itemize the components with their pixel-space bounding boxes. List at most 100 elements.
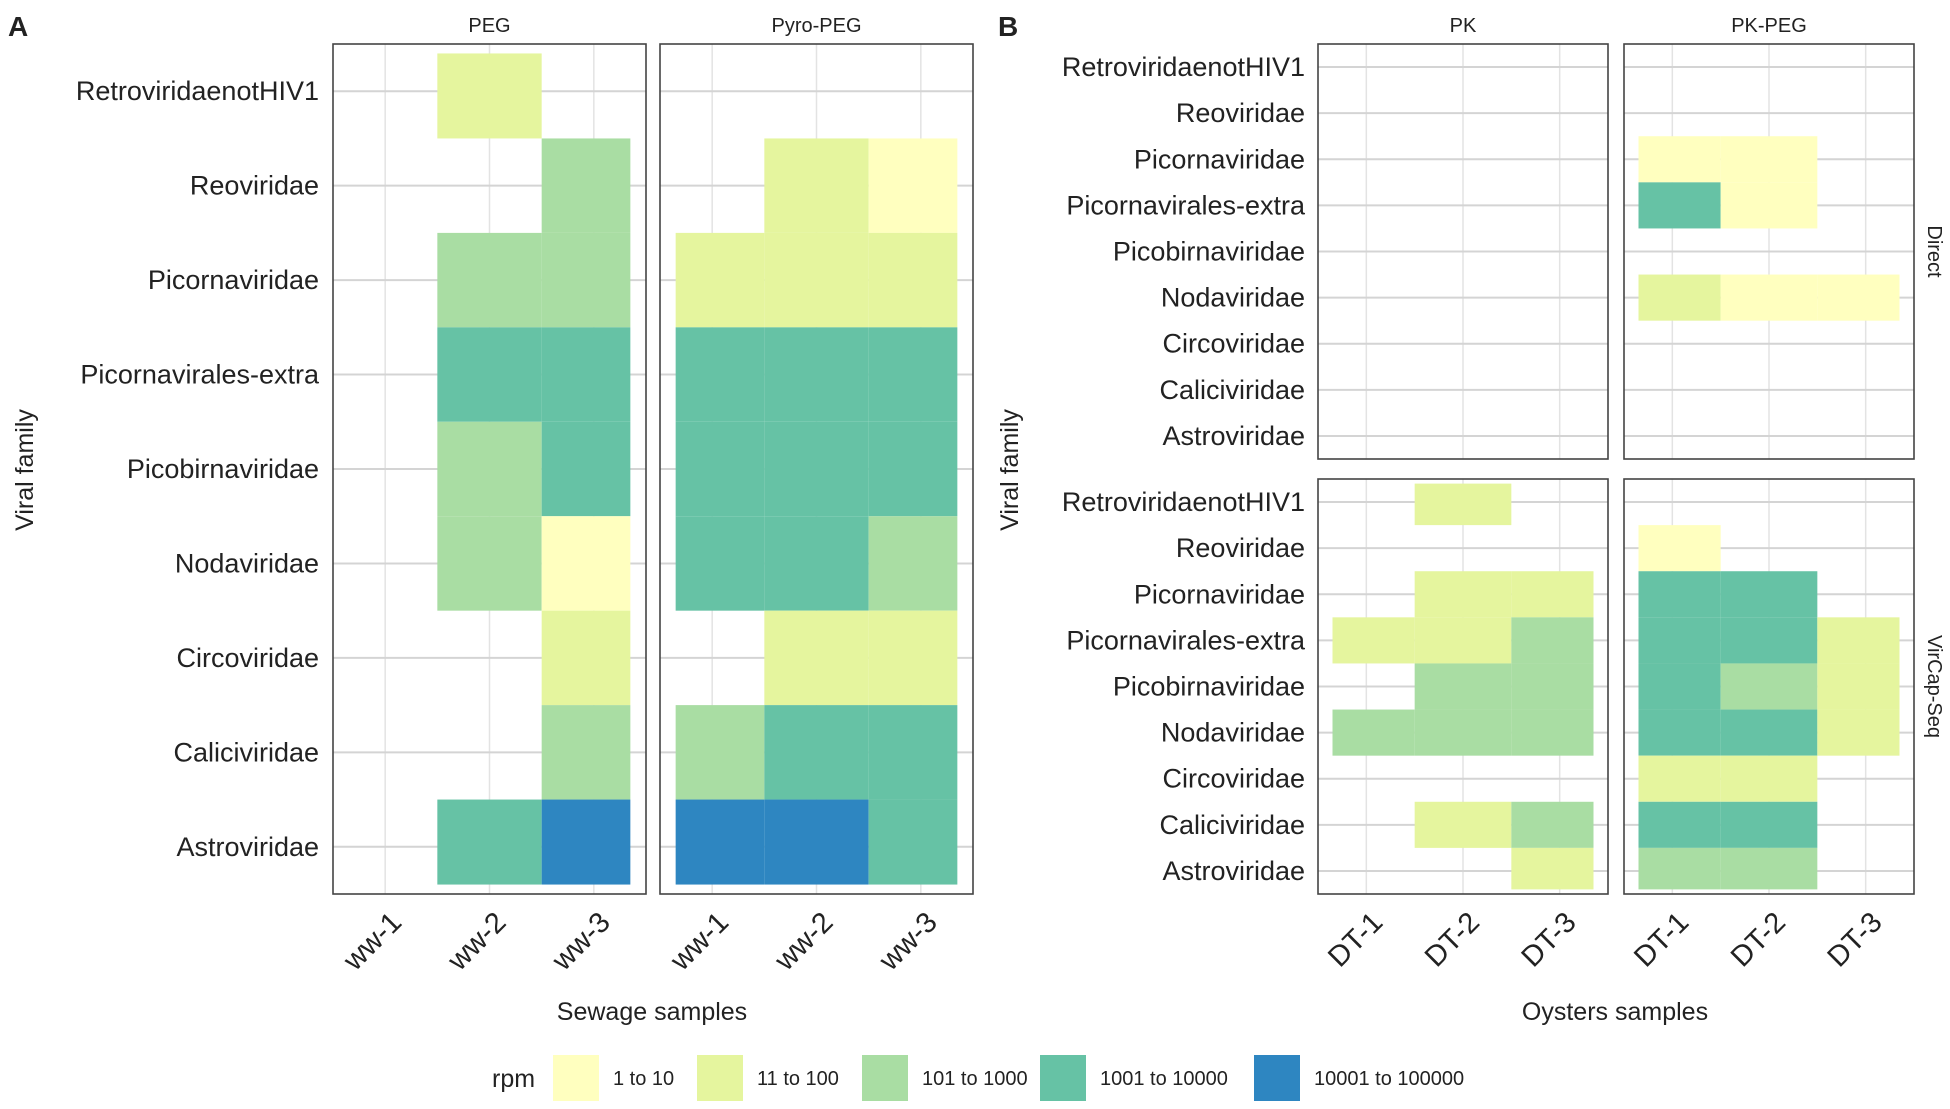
panel-b-direct-pk-peg-cell-picornavirales-extra-dt-2 — [1720, 182, 1818, 229]
panel-b-vircap-seq-pk-cell-picornavirales-extra-dt-3 — [1511, 617, 1594, 664]
panel-a-pyro-peg-cell-nodaviridae-ww-1 — [675, 516, 765, 611]
panel-b-vircap-seq-pk-panel-border — [1317, 478, 1609, 895]
panel-b-direct-pk-peg-panel-border — [1623, 43, 1915, 460]
panel-b-vircap-seq-pk-peg-cell-picornaviridae-dt-1 — [1638, 571, 1721, 618]
panel-a-peg-cell-retroviridaenothiv1-ww-2 — [437, 53, 542, 139]
panel-a-pyro-peg-cell-caliciviridae-ww-2 — [764, 705, 869, 800]
panel-b-vircap-seq-pk-cell-picornaviridae-dt-3 — [1511, 571, 1594, 618]
panel-a-pyro-peg-cell-astroviridae-ww-2 — [764, 799, 869, 885]
panel-b-vircap-seq-pk-y-tick-label: Picobirnaviridae — [1113, 672, 1305, 702]
legend-label-10001-to-100000: 10001 to 100000 — [1314, 1068, 1464, 1090]
panel-a-peg-cell-picobirnaviridae-ww-3 — [541, 421, 631, 517]
panel-b-direct-pk-y-tick-label: Picornaviridae — [1134, 144, 1305, 174]
panel-a-peg-cell-picornaviridae-ww-3 — [541, 232, 631, 328]
panel-a-letter: A — [8, 11, 28, 42]
panel-a-peg-y-tick-label: Picobirnaviridae — [127, 454, 319, 484]
panel-b-direct-pk-y-tick-label: Picobirnaviridae — [1113, 237, 1305, 267]
panel-a-peg-cell-circoviridae-ww-3 — [541, 610, 631, 706]
panel-a-peg-y-tick-label: Caliciviridae — [173, 737, 319, 767]
panel-a-pyro-peg-cell-circoviridae-ww-3 — [868, 610, 958, 706]
panel-b-vircap-seq-pk-peg-cell-nodaviridae-dt-2 — [1720, 709, 1818, 756]
panel-b-direct-pk-y-tick-label: Reoviridae — [1176, 98, 1305, 128]
panel-b-direct-pk-peg-cell-nodaviridae-dt-2 — [1720, 274, 1818, 321]
panel-b-vircap-seq-pk-cell-caliciviridae-dt-3 — [1511, 801, 1594, 848]
panel-b-vircap-seq-pk-y-tick-label: Astroviridae — [1162, 856, 1305, 886]
panel-b-vircap-seq-pk-cell-picobirnaviridae-dt-2 — [1414, 663, 1512, 710]
panel-b-direct-pk-y-tick-label: Picornavirales-extra — [1066, 190, 1306, 220]
panel-b-x-axis-title: Oysters samples — [1522, 998, 1708, 1026]
panel-a-peg-y-tick-label: Astroviridae — [176, 832, 319, 862]
panel-b-vircap-seq-pk-y-tick-label: Picornaviridae — [1134, 579, 1305, 609]
panel-a-peg-cell-nodaviridae-ww-2 — [437, 516, 542, 611]
panel-b-vircap-seq-pk-y-tick-label: Caliciviridae — [1159, 810, 1305, 840]
panel-b-vircap-seq-pk-peg-cell-circoviridae-dt-2 — [1720, 755, 1818, 802]
panel-b-vircap-seq-pk-peg-cell-picornavirales-extra-dt-2 — [1720, 617, 1818, 664]
panel-b-vircap-seq-pk-y-tick-label: RetroviridaenotHIV1 — [1062, 487, 1305, 517]
legend-label-11-to-100: 11 to 100 — [757, 1068, 839, 1090]
rpm-legend: rpm 1 to 10 11 to 100 101 to 1000 1001 to 1… — [492, 1055, 1464, 1101]
panel-b-direct-pk-peg-cell-nodaviridae-dt-3 — [1817, 274, 1900, 321]
panel-a-pyro-peg-cell-astroviridae-ww-1 — [675, 799, 765, 885]
panel-a-pyro-peg-cell-nodaviridae-ww-2 — [764, 516, 869, 611]
panel-a-pyro-peg-cell-reoviridae-ww-2 — [764, 138, 869, 233]
panel-b-vircap-seq-pk-cell-astroviridae-dt-3 — [1511, 847, 1594, 890]
panel-b-direct-pk-y-tick-label: Astroviridae — [1162, 421, 1305, 451]
panel-a-peg-cell-picornaviridae-ww-2 — [437, 232, 542, 328]
panel-a-peg-cell-astroviridae-ww-2 — [437, 799, 542, 885]
panel-b-direct-pk-y-tick-label: Circoviridae — [1162, 329, 1305, 359]
panel-b-direct-pk-peg-cell-picornaviridae-dt-1 — [1638, 136, 1721, 183]
panel-b-vircap-seq-pk-y-tick-label: Reoviridae — [1176, 533, 1305, 563]
panel-b-direct-pk-peg-facet-row-title: Direct — [1923, 225, 1945, 278]
panel-b-direct-pk-panel-border — [1317, 43, 1609, 460]
panel-a-pyro-peg-cell-reoviridae-ww-3 — [868, 138, 958, 233]
panel-b-vircap-seq-pk-peg-cell-picornaviridae-dt-2 — [1720, 571, 1818, 618]
panel-b-vircap-seq-pk-peg-panel-border — [1623, 478, 1915, 895]
panel-a-peg-cell-astroviridae-ww-3 — [541, 799, 631, 885]
panel-a-pyro-peg-cell-picobirnaviridae-ww-2 — [764, 421, 869, 517]
panel-b-vircap-seq-pk-cell-picornaviridae-dt-2 — [1414, 571, 1512, 618]
panel-b-direct-pk-peg-cell-picornavirales-extra-dt-1 — [1638, 182, 1721, 229]
panel-b-vircap-seq-pk-y-tick-label: Nodaviridae — [1161, 718, 1305, 748]
panel-b-direct-pk-facet-title: PK — [1450, 15, 1477, 37]
panel-b-vircap-seq-pk-cell-retroviridaenothiv1-dt-2 — [1414, 483, 1512, 526]
panel-b-vircap-seq-pk-peg-facet-row-title: VirCap-Seq — [1923, 635, 1945, 738]
panel-b-vircap-seq-pk-peg-cell-picornavirales-extra-dt-3 — [1817, 617, 1900, 664]
panel-a-peg-y-tick-label: Reoviridae — [190, 171, 319, 201]
panel-a-pyro-peg-cell-picornavirales-extra-ww-1 — [675, 327, 765, 422]
legend-label-1001-to-10000: 1001 to 10000 — [1100, 1068, 1228, 1090]
legend-swatch-11-to-100 — [697, 1055, 743, 1101]
panel-a-y-axis-title: Viral family — [11, 409, 39, 531]
panel-b-oysters-heatmap: RetroviridaenotHIV1 Reoviridae Picornaviri… — [1062, 15, 1945, 973]
panel-a-pyro-peg-cell-picobirnaviridae-ww-1 — [675, 421, 765, 517]
panel-b-y-axis-title: Viral family — [996, 409, 1024, 531]
panel-b-vircap-seq-pk-cell-caliciviridae-dt-2 — [1414, 801, 1512, 848]
panel-a-peg-cell-reoviridae-ww-3 — [541, 138, 631, 233]
panel-b-vircap-seq-pk-y-tick-label: Circoviridae — [1162, 764, 1305, 794]
panel-b-vircap-seq-pk-peg-cell-picobirnaviridae-dt-3 — [1817, 663, 1900, 710]
panel-a-pyro-peg-cell-picobirnaviridae-ww-3 — [868, 421, 958, 517]
panel-b-vircap-seq-pk-cell-nodaviridae-dt-2 — [1414, 709, 1512, 756]
panel-a-pyro-peg-cell-picornaviridae-ww-3 — [868, 232, 958, 328]
panel-b-direct-pk-peg-facet-title: PK-PEG — [1731, 15, 1807, 37]
legend-swatch-1-to-10 — [553, 1055, 599, 1101]
panel-a-pyro-peg-cell-picornavirales-extra-ww-3 — [868, 327, 958, 422]
panel-b-letter: B — [998, 11, 1018, 42]
panel-a-sewage-heatmap: RetroviridaenotHIV1 Reoviridae Picornaviri… — [76, 15, 974, 978]
panel-a-x-axis-title: Sewage samples — [557, 998, 747, 1026]
panel-a-pyro-peg-cell-caliciviridae-ww-3 — [868, 705, 958, 800]
panel-a-peg-cell-picobirnaviridae-ww-2 — [437, 421, 542, 517]
panel-b-direct-pk-y-tick-label: Nodaviridae — [1161, 283, 1305, 313]
panel-a-peg-cell-picornavirales-extra-ww-2 — [437, 327, 542, 422]
panel-a-peg-cell-nodaviridae-ww-3 — [541, 516, 631, 611]
panel-a-peg-y-tick-label: Picornavirales-extra — [80, 360, 320, 390]
panel-a-pyro-peg-cell-picornavirales-extra-ww-2 — [764, 327, 869, 422]
legend-swatch-1001-to-10000 — [1040, 1055, 1086, 1101]
panel-b-vircap-seq-pk-y-tick-label: Picornavirales-extra — [1066, 625, 1306, 655]
panel-a-pyro-peg-cell-nodaviridae-ww-3 — [868, 516, 958, 611]
panel-b-vircap-seq-pk-peg-cell-astroviridae-dt-1 — [1638, 847, 1721, 890]
panel-a-pyro-peg-cell-caliciviridae-ww-1 — [675, 705, 765, 800]
panel-b-vircap-seq-pk-cell-picornavirales-extra-dt-2 — [1414, 617, 1512, 664]
legend-title: rpm — [492, 1065, 535, 1093]
panel-b-vircap-seq-pk-peg-cell-nodaviridae-dt-1 — [1638, 709, 1721, 756]
panel-b-direct-pk-y-tick-label: RetroviridaenotHIV1 — [1062, 52, 1305, 82]
